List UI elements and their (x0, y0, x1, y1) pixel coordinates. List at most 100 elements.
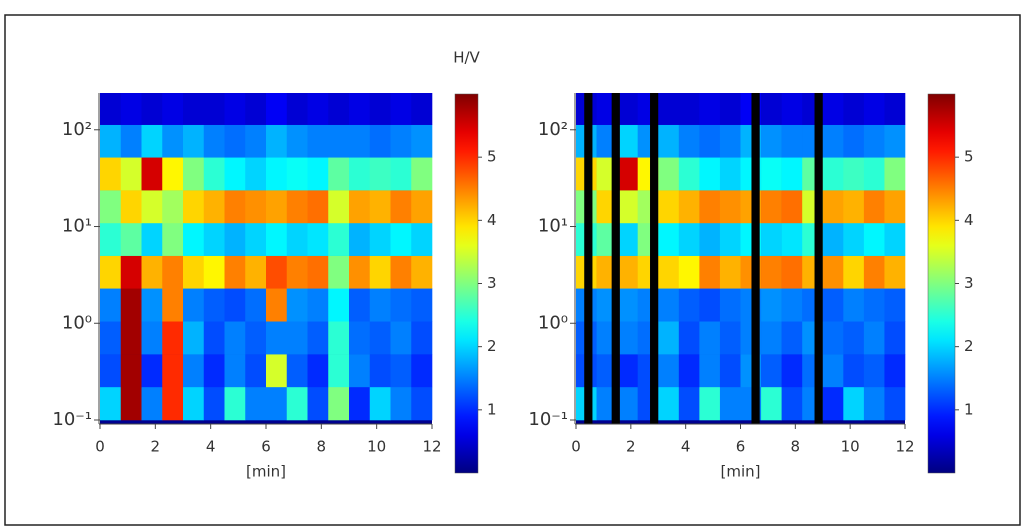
heatmap-cell (761, 124, 782, 158)
heatmap-cell (822, 124, 844, 158)
heatmap-cell (120, 190, 142, 224)
heatmap-cell (843, 124, 865, 158)
heatmap-cell (699, 354, 721, 388)
x-axis-label: [min] (246, 463, 286, 481)
heatmap-cell (369, 190, 391, 224)
heatmap-cell (369, 157, 391, 191)
heatmap-cell (411, 93, 433, 125)
heatmap-cell (349, 157, 371, 191)
heatmap-cell (307, 386, 329, 421)
heatmap-cell (307, 321, 329, 355)
heatmap-cell (781, 354, 803, 388)
heatmap-cell (369, 386, 391, 421)
heatmap-cell (863, 93, 885, 125)
heatmap-cell (719, 321, 741, 355)
y-tick-label: 10⁻¹ (528, 409, 568, 430)
heatmap-cell (203, 255, 225, 289)
heatmap-cell (390, 288, 412, 322)
heatmap-cell (245, 386, 267, 421)
heatmap-cell (183, 386, 205, 421)
heatmap-cell (843, 157, 865, 191)
y-tick-label: 10⁻¹ (52, 409, 92, 430)
heatmap-cell (884, 157, 906, 191)
heatmap-cell (719, 354, 741, 388)
heatmap-cell (884, 288, 906, 322)
x-tick-label: 12 (422, 438, 441, 456)
heatmap-cell (203, 222, 225, 256)
heatmap-cell (411, 288, 433, 322)
heatmap-cell (183, 190, 205, 224)
y-tick-label: 10¹ (538, 216, 568, 237)
colorbar-tick-label: 3 (964, 274, 974, 292)
heatmap-cell (328, 124, 350, 158)
heatmap-cell (781, 255, 803, 289)
heatmap-cell (328, 255, 350, 289)
heatmap-cell (761, 190, 782, 224)
heatmap-cell (658, 93, 680, 125)
heatmap-cell (328, 190, 350, 224)
heatmap-cell (100, 288, 122, 322)
heatmap-cell (162, 354, 184, 388)
heatmap-cell (369, 255, 391, 289)
heatmap-cell (245, 190, 267, 224)
heatmap-cell (266, 386, 288, 421)
heatmap-cell (658, 288, 680, 322)
heatmap-cell (390, 222, 412, 256)
mask-bar (584, 93, 593, 424)
heatmap-cell (822, 354, 844, 388)
heatmap-cell (120, 222, 142, 256)
heatmap-cell (884, 124, 906, 158)
heatmap-cell (617, 321, 638, 355)
heatmap-cell (719, 288, 741, 322)
colorbar-tick-label: 2 (964, 337, 974, 355)
heatmap-cell (658, 190, 680, 224)
heatmap-cell (822, 288, 844, 322)
heatmap-cell (183, 321, 205, 355)
heatmap-cell (843, 354, 865, 388)
heatmap-cell (390, 93, 412, 125)
heatmap-cell (411, 124, 433, 158)
y-tick-label: 10² (62, 119, 92, 140)
heatmap-cell (224, 124, 246, 158)
heatmap-cell (120, 157, 142, 191)
heatmap-cell (307, 190, 329, 224)
colorbar (454, 93, 479, 474)
colorbar (927, 93, 956, 474)
heatmap-cell (286, 255, 308, 289)
heatmap-cell (141, 321, 163, 355)
heatmap-cell (884, 386, 906, 421)
heatmap-cell (349, 124, 371, 158)
heatmap-cell (390, 354, 412, 388)
heatmap-cell (863, 321, 885, 355)
heatmap-cell (224, 288, 246, 322)
heatmap-cell (781, 321, 803, 355)
heatmap-cell (678, 222, 700, 256)
heatmap-cell (719, 124, 741, 158)
heatmap-cell (369, 93, 391, 125)
heatmap-cell (369, 321, 391, 355)
heatmap-cell (617, 93, 638, 125)
heatmap-cell (658, 124, 680, 158)
heatmap-cell (100, 386, 122, 421)
heatmap-cell (141, 190, 163, 224)
heatmap-cell (162, 157, 184, 191)
heatmap-cell (863, 255, 885, 289)
heatmap-cell (658, 354, 680, 388)
heatmap-cell (183, 222, 205, 256)
heatmap-cell (100, 354, 122, 388)
heatmap-cell (162, 321, 184, 355)
heatmap-cell (141, 255, 163, 289)
colorbar-tick-label: 1 (487, 400, 497, 418)
heatmap-cell (349, 222, 371, 256)
heatmap-cell (781, 222, 803, 256)
heatmap-cell (863, 288, 885, 322)
heatmap-cell (349, 93, 371, 125)
heatmap-cell (863, 222, 885, 256)
heatmap-cell (863, 124, 885, 158)
heatmap-cell (658, 255, 680, 289)
heatmap-cell (266, 255, 288, 289)
colorbar-label: H/V (453, 49, 480, 67)
heatmap-cell (328, 288, 350, 322)
heatmap-cell (183, 354, 205, 388)
heatmap-cell (224, 321, 246, 355)
